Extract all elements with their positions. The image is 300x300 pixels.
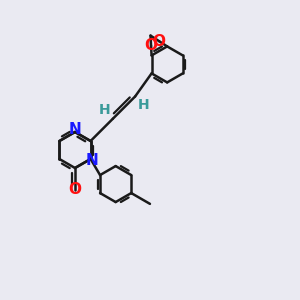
Text: O: O	[153, 34, 166, 49]
Text: O: O	[68, 182, 82, 197]
Text: N: N	[86, 153, 98, 168]
Text: O: O	[145, 38, 158, 53]
Text: H: H	[99, 103, 110, 117]
Text: H: H	[138, 98, 149, 112]
Text: N: N	[69, 122, 81, 137]
